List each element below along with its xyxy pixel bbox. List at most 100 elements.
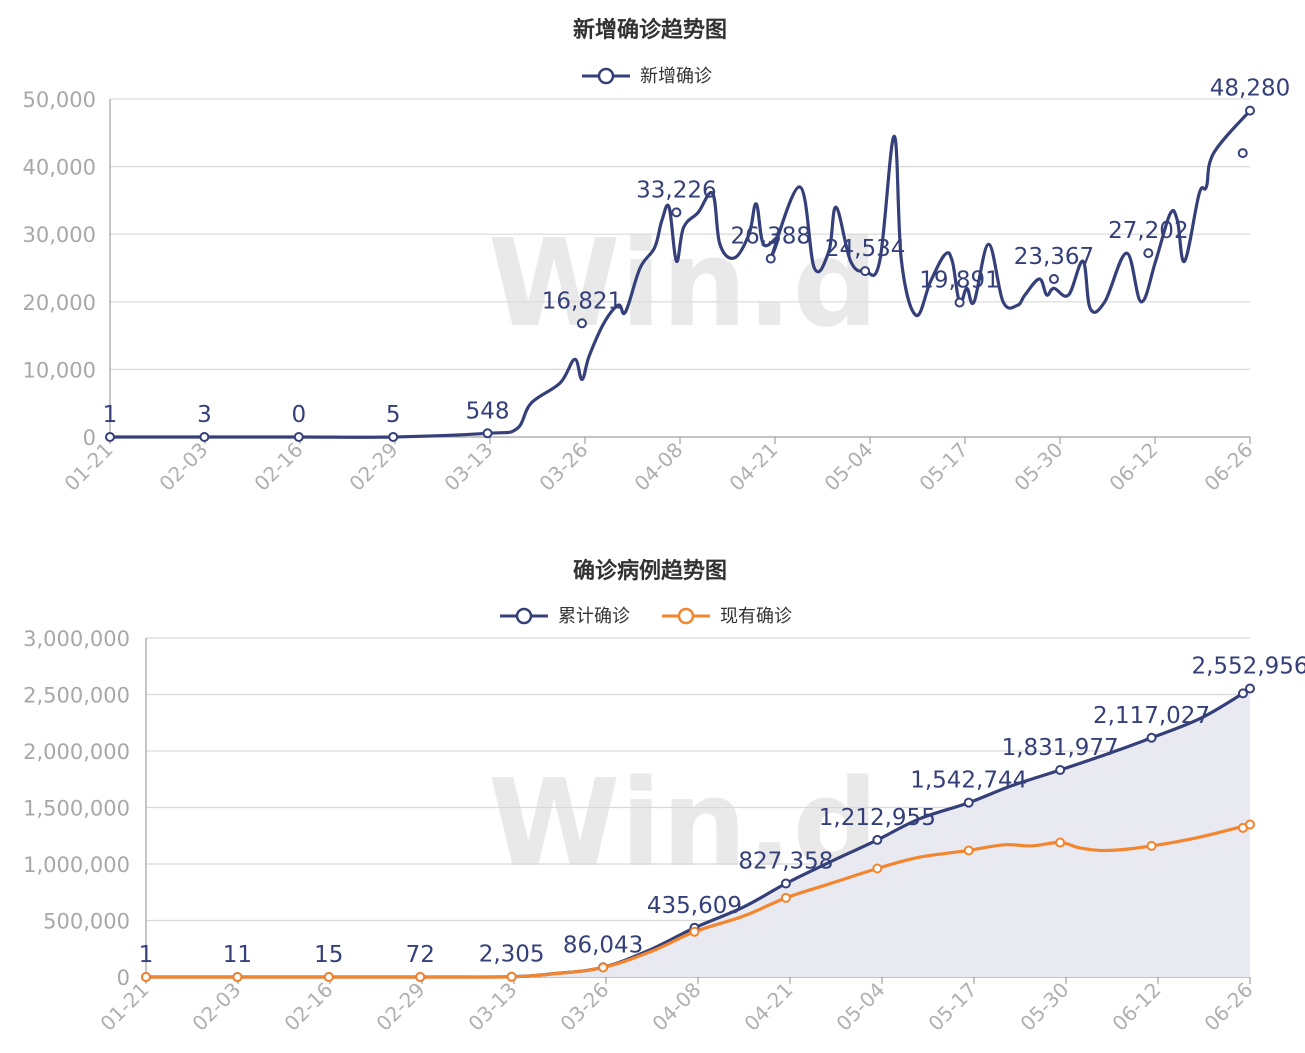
- x-tick-label: 03-13: [463, 978, 521, 1036]
- data-label: 435,609: [647, 893, 742, 919]
- data-point[interactable]: [232, 971, 243, 982]
- data-point[interactable]: [1245, 819, 1255, 830]
- y-tick-label: 0: [117, 966, 130, 990]
- data-point[interactable]: [765, 253, 776, 264]
- y-tick-label: 50,000: [23, 88, 96, 112]
- x-tick-label: 06-12: [1107, 978, 1165, 1036]
- data-label: 23,367: [1014, 244, 1094, 270]
- chart-1-title: 新增确诊趋势图: [573, 17, 727, 43]
- data-point[interactable]: [689, 926, 700, 937]
- data-point[interactable]: [954, 297, 965, 308]
- x-tick-label: 04-08: [629, 438, 687, 496]
- y-tick-label: 0: [83, 426, 96, 450]
- chart-1-legend-label: 新增确诊: [640, 66, 712, 87]
- x-tick-label: 04-21: [739, 978, 797, 1036]
- data-label: 11: [223, 942, 252, 968]
- data-point[interactable]: [1146, 732, 1157, 743]
- data-point[interactable]: [963, 797, 974, 808]
- data-point[interactable]: [105, 431, 115, 442]
- y-tick-label: 30,000: [23, 223, 96, 247]
- data-label: 2,552,956: [1191, 654, 1305, 680]
- x-tick-label: 02-29: [344, 438, 402, 496]
- data-point[interactable]: [963, 845, 974, 856]
- data-point[interactable]: [141, 971, 151, 982]
- data-label: 548: [466, 398, 510, 424]
- data-label: 2,305: [479, 942, 545, 968]
- data-point[interactable]: [1245, 105, 1255, 116]
- data-point[interactable]: [1055, 764, 1066, 775]
- y-tick-label: 3,000,000: [23, 627, 130, 651]
- data-point[interactable]: [872, 863, 883, 874]
- x-tick-label: 05-04: [819, 438, 877, 496]
- y-tick-label: 40,000: [23, 156, 96, 180]
- data-point[interactable]: [323, 971, 334, 982]
- chart-1-legend[interactable]: 新增确诊: [582, 66, 712, 87]
- chart-2-legend-cumulative[interactable]: 累计确诊: [500, 606, 630, 627]
- x-tick-label: 02-29: [371, 978, 429, 1036]
- x-tick-label: 04-08: [647, 978, 705, 1036]
- chart-2-legend-label-cumulative: 累计确诊: [558, 606, 630, 627]
- data-point[interactable]: [598, 962, 609, 973]
- data-label: 15: [314, 942, 343, 968]
- data-label: 19,891: [919, 268, 999, 294]
- x-tick-label: 02-16: [279, 978, 337, 1036]
- data-label: 27,202: [1108, 218, 1188, 244]
- x-tick-label: 03-26: [555, 978, 613, 1036]
- data-label: 48,280: [1210, 76, 1290, 102]
- x-tick-label: 05-17: [923, 978, 981, 1036]
- watermark-top: Win.d: [488, 215, 878, 354]
- data-point[interactable]: [1146, 840, 1157, 851]
- data-point[interactable]: [1237, 688, 1248, 699]
- data-label: 3: [197, 402, 212, 428]
- data-point[interactable]: [1237, 148, 1248, 159]
- chart-2-legend-current[interactable]: 现有确诊: [662, 606, 792, 627]
- data-label: 1: [103, 402, 118, 428]
- x-tick-label: 04-21: [724, 438, 782, 496]
- data-point[interactable]: [1245, 683, 1255, 694]
- data-label: 1: [139, 942, 154, 968]
- data-point[interactable]: [1055, 837, 1066, 848]
- data-label: 16,821: [542, 288, 622, 314]
- data-point[interactable]: [1143, 248, 1154, 259]
- data-label: 0: [291, 402, 306, 428]
- data-point[interactable]: [860, 266, 871, 277]
- x-tick-label: 05-17: [914, 438, 972, 496]
- y-tick-label: 1,500,000: [23, 797, 130, 821]
- data-label: 26,388: [731, 224, 811, 250]
- y-tick-label: 2,000,000: [23, 740, 130, 764]
- y-tick-label: 1,000,000: [23, 853, 130, 877]
- data-label: 827,358: [738, 849, 833, 875]
- series-line-1: [110, 109, 1252, 439]
- data-point[interactable]: [671, 207, 682, 218]
- series-area: [146, 688, 1250, 978]
- data-point[interactable]: [780, 892, 791, 903]
- data-point[interactable]: [780, 878, 791, 889]
- y-tick-label: 500,000: [43, 910, 130, 934]
- series-line-2: [146, 822, 1251, 979]
- data-point[interactable]: [872, 834, 883, 845]
- x-tick-label: 05-30: [1015, 978, 1073, 1036]
- data-label: 5: [386, 402, 401, 428]
- data-point[interactable]: [576, 318, 587, 329]
- chart-2-legend-label-current: 现有确诊: [720, 606, 792, 627]
- data-point[interactable]: [1048, 274, 1059, 285]
- data-label: 86,043: [563, 932, 643, 958]
- data-point[interactable]: [199, 431, 210, 442]
- x-tick-label: 02-16: [249, 438, 307, 496]
- data-label: 24,534: [825, 236, 905, 262]
- x-tick-label: 05-30: [1009, 438, 1067, 496]
- data-point[interactable]: [506, 971, 517, 982]
- y-tick-label: 2,500,000: [23, 684, 130, 708]
- data-point[interactable]: [388, 431, 399, 442]
- x-tick-label: 06-26: [1199, 438, 1257, 496]
- y-tick-label: 10,000: [23, 358, 96, 382]
- data-point[interactable]: [415, 971, 426, 982]
- data-point[interactable]: [293, 432, 304, 442]
- y-tick-label: 20,000: [23, 291, 96, 315]
- data-label: 33,226: [636, 177, 716, 203]
- x-tick-label: 05-04: [831, 978, 889, 1036]
- data-point[interactable]: [482, 428, 493, 439]
- x-tick-label: 03-26: [534, 438, 592, 496]
- data-label: 2,117,027: [1093, 703, 1210, 729]
- data-label: 1,542,744: [910, 768, 1027, 794]
